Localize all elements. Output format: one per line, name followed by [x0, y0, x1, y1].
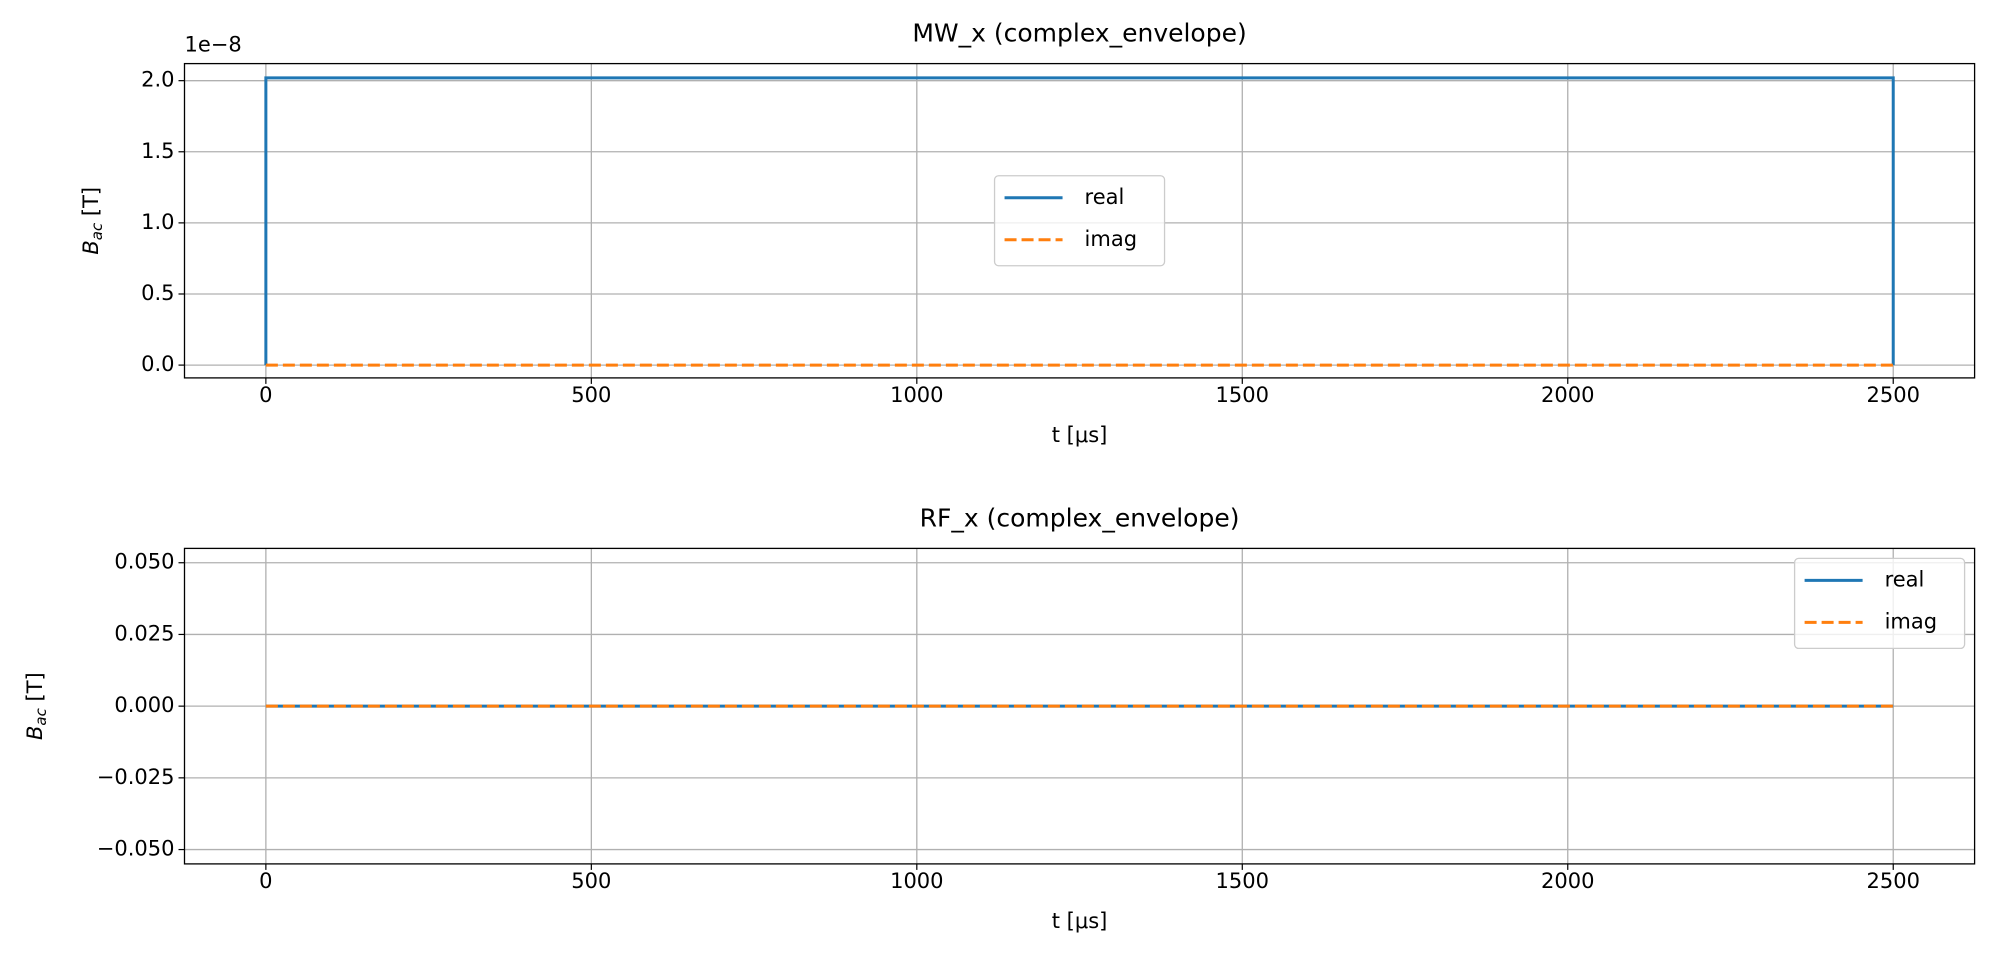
- y-label-unit: [T]: [79, 187, 103, 223]
- y-tick-label: 0.000: [114, 693, 174, 717]
- y-tick-label: 1.5: [141, 139, 174, 163]
- y-tick-label: −0.025: [97, 765, 175, 789]
- y-tick-label: 1.0: [141, 210, 174, 234]
- y-label-symbol: B: [23, 726, 47, 740]
- x-axis-label: t [μs]: [1052, 909, 1108, 933]
- x-tick-label: 2500: [1867, 383, 1920, 407]
- legend-label: real: [1885, 567, 1925, 591]
- x-tick-label: 2000: [1541, 383, 1594, 407]
- plot-area: [264, 76, 1895, 367]
- y-label-sub: ac: [88, 222, 106, 240]
- x-tick-label: 2500: [1867, 869, 1920, 893]
- y-axis-label: Bac [T]: [79, 187, 106, 255]
- axes-frame: [183, 62, 1976, 379]
- x-tick-label: 1500: [1216, 383, 1269, 407]
- x-tick-label: 1500: [1216, 869, 1269, 893]
- x-tick-label: 0: [259, 869, 272, 893]
- y-tick-label: 0.5: [141, 281, 174, 305]
- x-tick-label: 2000: [1541, 869, 1594, 893]
- legend-box: [1793, 557, 1966, 650]
- legend-label: imag: [1885, 609, 1938, 633]
- y-tick-label: −0.050: [97, 837, 175, 861]
- axes-frame: [183, 547, 1976, 865]
- x-tick-label: 1000: [890, 383, 943, 407]
- x-tick-label: 1000: [890, 869, 943, 893]
- legend-box: [993, 175, 1166, 267]
- x-tick-label: 500: [571, 869, 611, 893]
- y-axis-label: Bac [T]: [23, 672, 50, 740]
- legend-label: real: [1085, 185, 1125, 209]
- offset-label: 1e−8: [185, 33, 242, 57]
- data-line: [264, 76, 1895, 366]
- legend-label: imag: [1085, 227, 1138, 251]
- y-tick-label: 0.025: [114, 621, 174, 645]
- y-label-sub: ac: [32, 707, 50, 725]
- y-tick-label: 0.0: [141, 352, 174, 376]
- x-axis-label: t [μs]: [1052, 423, 1108, 447]
- y-tick-label: 2.0: [141, 68, 174, 92]
- x-tick-label: 0: [259, 383, 272, 407]
- chart-title: RF_x (complex_envelope): [920, 503, 1240, 532]
- y-tick-label: 0.050: [114, 550, 174, 574]
- x-tick-label: 500: [571, 383, 611, 407]
- y-label-unit: [T]: [23, 672, 47, 708]
- y-label-symbol: B: [79, 240, 103, 254]
- chart-title: MW_x (complex_envelope): [912, 19, 1246, 48]
